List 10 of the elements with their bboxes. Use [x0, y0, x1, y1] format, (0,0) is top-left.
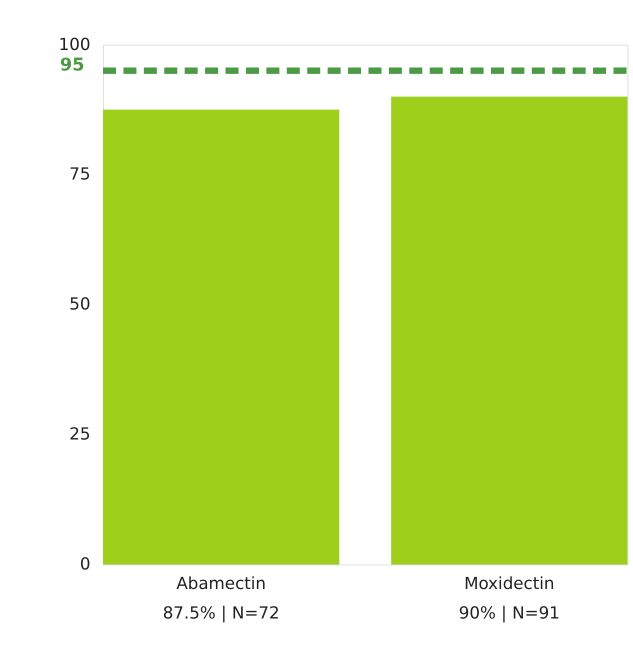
y-tick-label: 25 — [69, 424, 90, 444]
data-label: 87.5% | N=72 — [162, 602, 280, 622]
y-tick-label: 75 — [69, 164, 90, 184]
ref-line-label: 95 — [60, 56, 84, 76]
y-tick-label: 50 — [69, 294, 90, 314]
y-tick-label: 0 — [80, 554, 90, 574]
y-tick-label: 100 — [58, 34, 90, 54]
x-tick-label: Abamectin — [176, 573, 266, 594]
data-label: 90% | N=91 — [458, 602, 560, 622]
x-tick-label: Moxidectin — [464, 573, 554, 594]
